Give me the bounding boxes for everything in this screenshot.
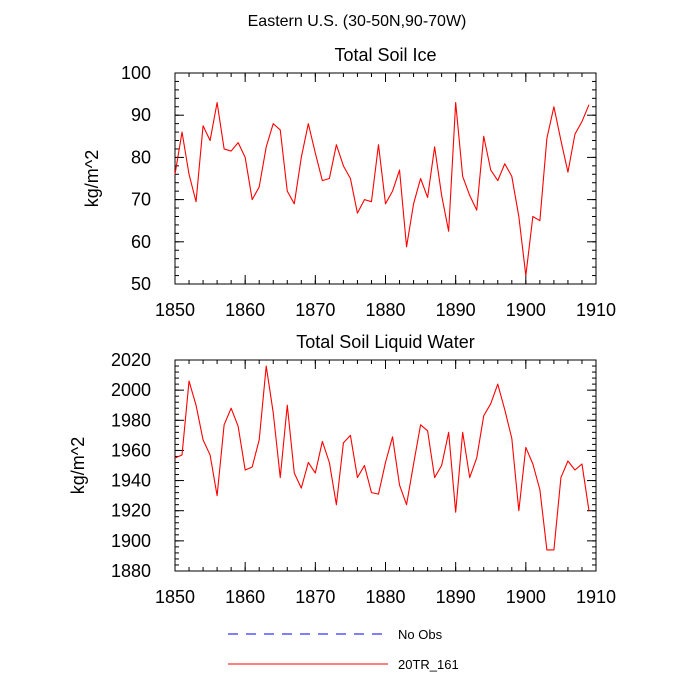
x-tick-label: 1870 xyxy=(295,587,335,607)
figure-title: Eastern U.S. (30-50N,90-70W) xyxy=(248,13,467,30)
y-tick-label: 2000 xyxy=(111,380,151,400)
x-tick-label: 1910 xyxy=(576,587,616,607)
y-tick-label: 60 xyxy=(131,232,151,252)
y-axis-label: kg/m^2 xyxy=(82,150,102,207)
series-line-20tr-161 xyxy=(174,365,590,551)
x-tick-label: 1890 xyxy=(436,587,476,607)
chart-title: Total Soil Ice xyxy=(334,45,436,65)
y-tick-label: 70 xyxy=(131,190,151,210)
x-tick-label: 1890 xyxy=(436,300,476,320)
x-tick-label: 1900 xyxy=(506,587,546,607)
y-tick-label: 90 xyxy=(131,105,151,125)
y-tick-label: 50 xyxy=(131,274,151,294)
x-tick-label: 1850 xyxy=(155,587,195,607)
x-tick-label: 1900 xyxy=(506,300,546,320)
y-tick-label: 2020 xyxy=(111,350,151,370)
y-tick-label: 1980 xyxy=(111,410,151,430)
x-tick-label: 1860 xyxy=(225,587,265,607)
x-tick-label: 1870 xyxy=(295,300,335,320)
y-tick-label: 1900 xyxy=(111,531,151,551)
soil-ice-panel: Total Soil Ice 1850 1860 1870 1880 1890 1900 19… xyxy=(82,45,616,320)
plot-frame xyxy=(174,72,597,285)
x-tick-label: 1880 xyxy=(365,587,405,607)
legend-20tr161-label: 20TR_161 xyxy=(398,657,459,672)
x-tick-label: 1860 xyxy=(225,300,265,320)
chart-title: Total Soil Liquid Water xyxy=(296,332,474,352)
y-tick-label: 1960 xyxy=(111,440,151,460)
soil-liquid-water-panel: Total Soil Liquid Water 1850 1860 1870 1880 1… xyxy=(68,332,616,607)
x-tick-label: 1850 xyxy=(155,300,195,320)
legend-no-obs-label: No Obs xyxy=(398,627,443,642)
y-tick-label: 100 xyxy=(121,63,151,83)
y-axis-label: kg/m^2 xyxy=(68,437,88,494)
series-line-20tr-161 xyxy=(174,101,590,277)
y-tick-label: 1940 xyxy=(111,471,151,491)
y-tick-label: 1920 xyxy=(111,501,151,521)
y-tick-label: 1880 xyxy=(111,561,151,581)
x-tick-label: 1910 xyxy=(576,300,616,320)
legend: No Obs 20TR_161 xyxy=(228,627,459,672)
x-tick-label: 1880 xyxy=(365,300,405,320)
y-tick-label: 80 xyxy=(131,147,151,167)
